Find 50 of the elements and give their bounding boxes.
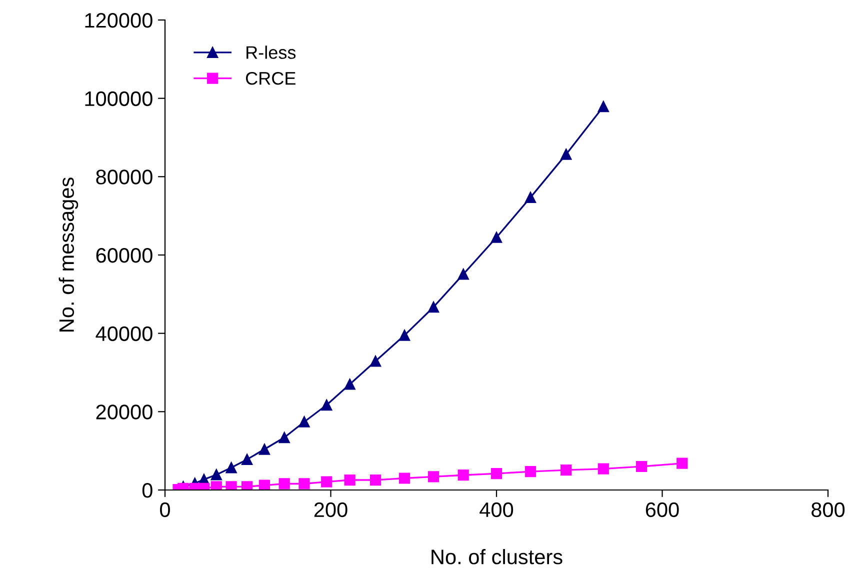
- x-tick-label: 800: [812, 502, 845, 518]
- x-tick-label: 200: [314, 502, 348, 518]
- x-tick-label: 600: [646, 502, 679, 518]
- point: [258, 444, 270, 455]
- point: [524, 466, 536, 478]
- y-tick-label: 20000: [96, 404, 152, 420]
- point: [226, 462, 237, 474]
- point: [278, 478, 290, 490]
- point: [210, 481, 222, 490]
- point: [598, 101, 609, 112]
- point: [241, 481, 253, 490]
- point: [560, 148, 572, 160]
- point: [398, 330, 410, 341]
- point: [398, 472, 410, 484]
- point: [321, 476, 332, 488]
- point: [344, 378, 356, 390]
- point: [321, 399, 332, 411]
- y-axis-title: No. of messages: [58, 178, 78, 332]
- point: [676, 458, 688, 469]
- point: [524, 192, 536, 203]
- point: [258, 480, 270, 490]
- y-tick-label: 0: [142, 483, 152, 498]
- x-axis-title: No. of clusters: [432, 549, 562, 564]
- point: [344, 474, 356, 486]
- point: [370, 474, 382, 486]
- point: [298, 478, 310, 490]
- point: [226, 481, 237, 490]
- point: [210, 469, 222, 480]
- legend-label: CRCE: [246, 72, 296, 85]
- y-tick-label: 120000: [85, 13, 152, 28]
- y-tick-label: 40000: [96, 326, 152, 342]
- y-tick-label: 100000: [85, 91, 152, 106]
- point: [278, 432, 290, 444]
- point: [560, 464, 572, 476]
- point: [490, 468, 502, 480]
- point: [428, 471, 440, 482]
- point: [458, 268, 469, 280]
- point: [298, 416, 310, 428]
- legend-label: R-less: [246, 46, 296, 59]
- point: [241, 454, 253, 466]
- point: [370, 356, 382, 367]
- point: [428, 302, 440, 313]
- point: [636, 460, 648, 472]
- y-tick-label: 80000: [96, 170, 152, 184]
- point: [458, 470, 469, 481]
- y-tick-label: 60000: [96, 248, 152, 263]
- x-tick-label: 400: [480, 502, 514, 518]
- point: [490, 232, 502, 243]
- point: [598, 463, 609, 474]
- x-tick-label: 0: [160, 502, 170, 518]
